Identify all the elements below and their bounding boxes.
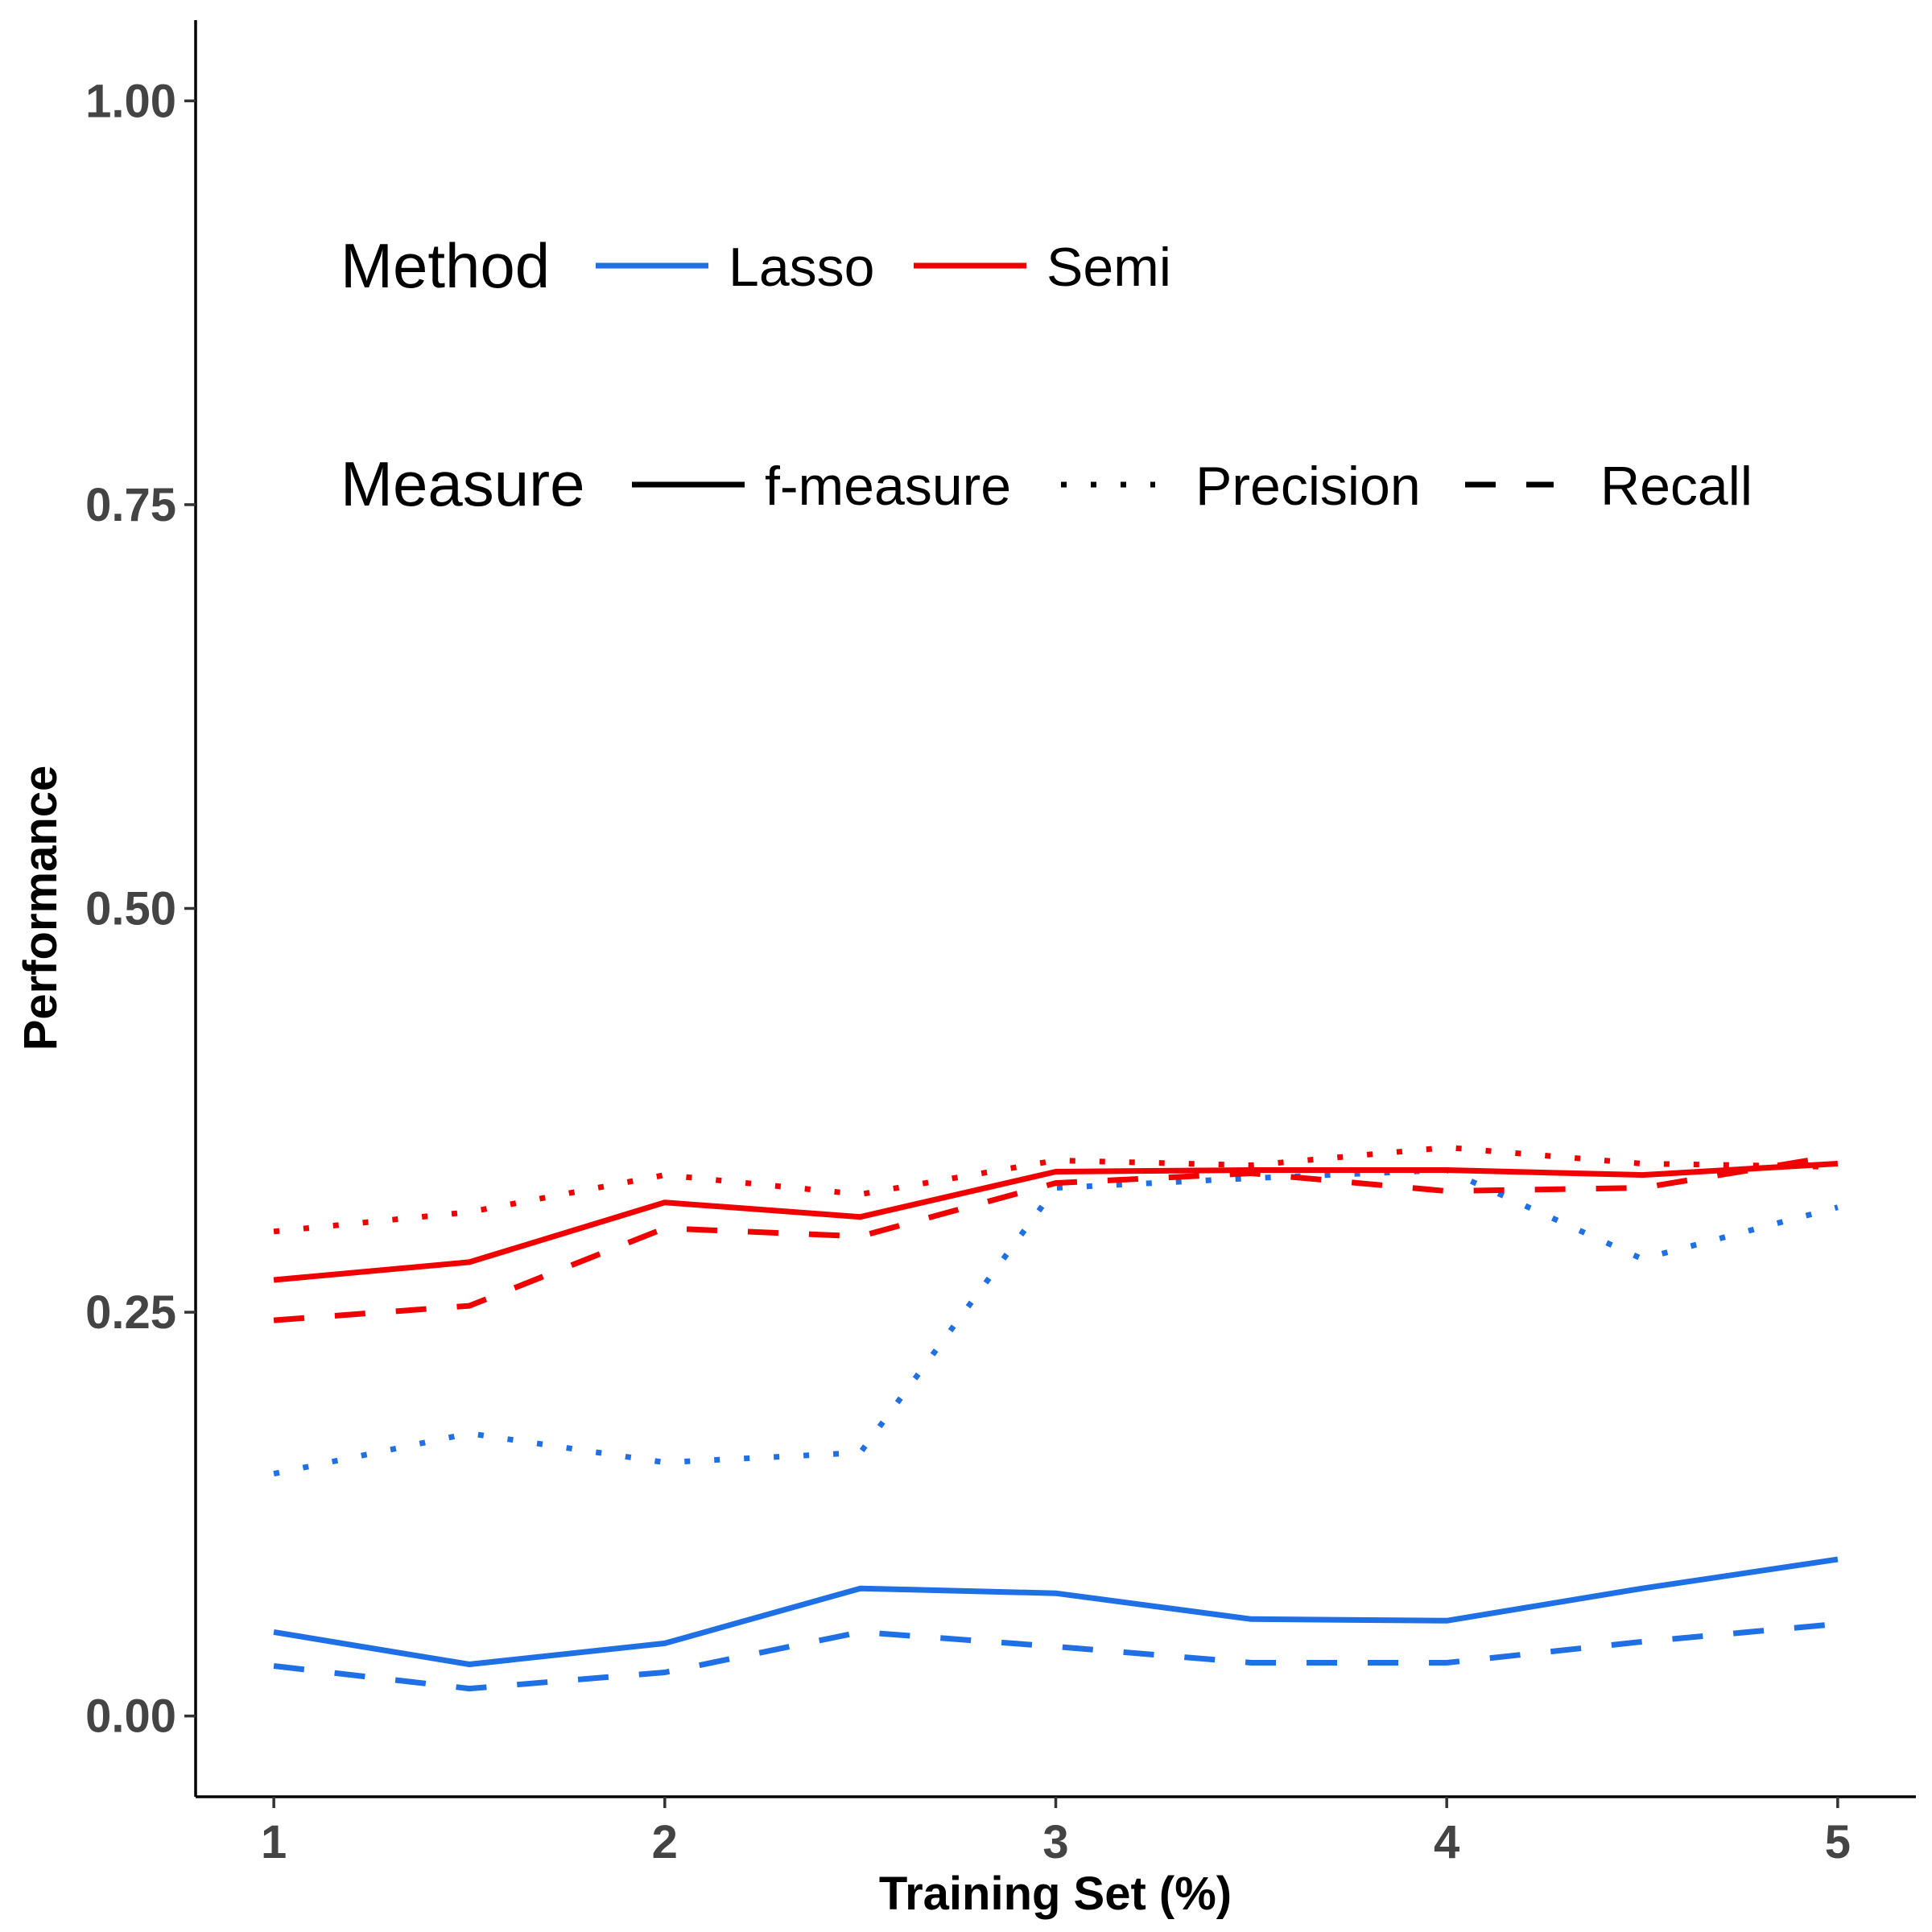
legend-label-f-measure: f-measure [765, 456, 1011, 517]
y-tick-label: 0.75 [85, 479, 176, 531]
y-axis-title: Performance [14, 766, 67, 1051]
series-line-semi-precision [273, 1144, 1838, 1235]
series-line-lasso-f-measure [273, 1556, 1839, 1667]
y-tick-label: 0.25 [85, 1286, 176, 1339]
y-tick-label: 0.50 [85, 883, 176, 935]
x-tick-label: 1 [261, 1816, 287, 1868]
y-tick-label: 0.00 [85, 1690, 176, 1743]
x-tick-label: 3 [1042, 1816, 1068, 1868]
legend-label-semi: Semi [1046, 237, 1171, 298]
x-ticks: 1 2 3 4 5 [261, 1797, 1851, 1868]
y-ticks: 0.00 0.25 0.50 0.75 1.00 [85, 75, 196, 1743]
series-line-semi-f-measure [273, 1161, 1839, 1283]
legend-label-lasso: Lasso [729, 237, 874, 298]
series-line-lasso-recall [273, 1620, 1839, 1692]
x-tick-label: 4 [1434, 1816, 1459, 1868]
series-line-semi-recall [273, 1153, 1839, 1323]
legend: Method Lasso Semi Measure f-measure Prec… [341, 230, 1752, 519]
y-tick-label: 1.00 [85, 75, 176, 127]
series-line-lasso-precision [273, 1167, 1839, 1477]
x-tick-label: 2 [652, 1816, 678, 1868]
x-tick-label: 5 [1825, 1816, 1851, 1868]
legend-label-precision: Precision [1195, 456, 1421, 517]
legend-method-title: Method [341, 230, 550, 301]
x-axis-title: Training Set (%) [879, 1868, 1232, 1920]
series-layer [273, 1144, 1839, 1692]
legend-measure-title: Measure [341, 448, 584, 519]
legend-label-recall: Recall [1600, 456, 1752, 517]
